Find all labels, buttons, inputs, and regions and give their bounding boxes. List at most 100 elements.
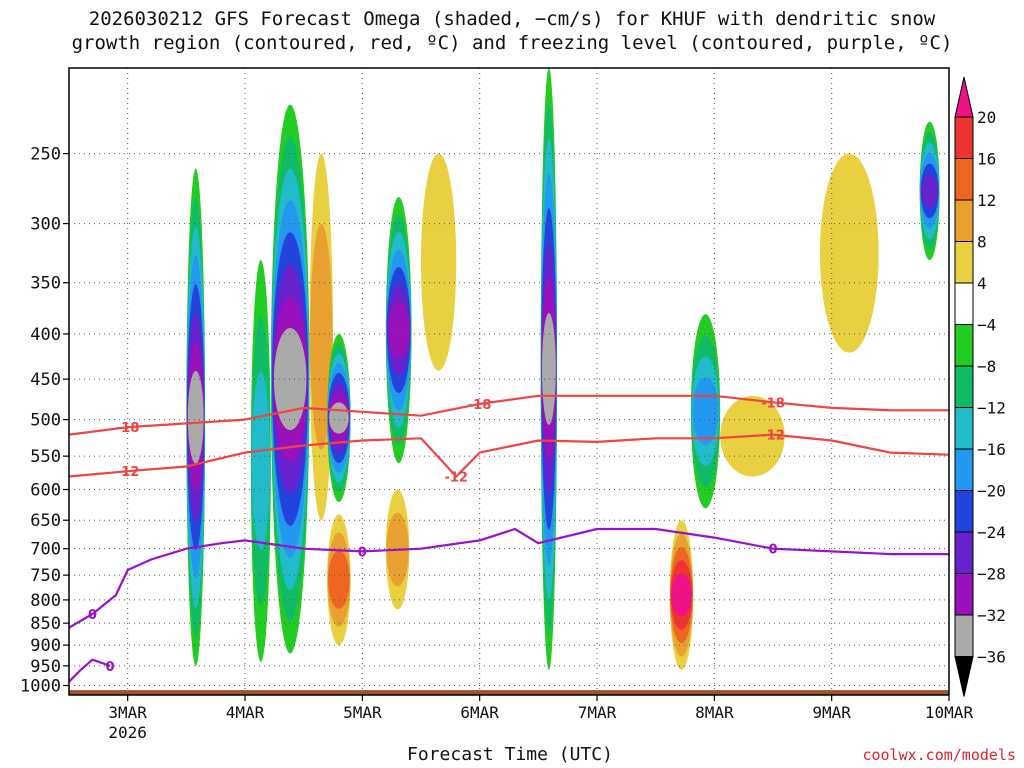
y-tick-label: 600 xyxy=(30,481,61,501)
contour-label: 0 xyxy=(358,545,367,560)
contour-line-0 xyxy=(69,527,949,629)
colorbar-label: −24 xyxy=(977,523,1006,542)
chart-title-line-2: growth region (contoured, red, ºC) and f… xyxy=(71,32,953,54)
y-tick-label: 500 xyxy=(30,411,61,431)
colorbar-label: 16 xyxy=(977,150,996,169)
credit-link[interactable]: coolwx.com/models xyxy=(862,746,1016,764)
y-tick-label: 900 xyxy=(30,636,61,656)
colorbar-label: −28 xyxy=(977,565,1006,584)
y-tick-label: 450 xyxy=(30,370,61,390)
contour-line-minus12 xyxy=(69,433,949,478)
omega-shade-level xyxy=(310,224,333,450)
x-tick-label: 4MAR xyxy=(226,703,265,722)
y-tick-label: 1000 xyxy=(20,677,61,697)
colorbar-label: −12 xyxy=(977,399,1006,418)
y-tick-label: 950 xyxy=(30,657,61,677)
colorbar-label: −4 xyxy=(977,316,996,335)
colorbar-swatch xyxy=(954,614,974,657)
x-tick-label: 10MAR xyxy=(925,703,974,722)
colorbar-label: 12 xyxy=(977,191,996,210)
omega-feature xyxy=(540,68,558,670)
omega-shade-level xyxy=(692,377,719,445)
y-tick-label: 550 xyxy=(30,447,61,467)
omega-shade-level xyxy=(671,573,692,617)
contour-label: -18 xyxy=(468,398,492,413)
colorbar-label: −16 xyxy=(977,440,1006,459)
y-tick-label: 300 xyxy=(30,215,61,235)
y-tick-label: 250 xyxy=(30,145,61,165)
contour-line-0 xyxy=(69,658,111,683)
colorbar-label: −36 xyxy=(977,648,1006,667)
temperature-contours: -18 -18 -18 -12 -12 -12 0 0 0 0 xyxy=(69,394,949,683)
x-tick-label: 7MAR xyxy=(578,703,617,722)
colorbar-swatch xyxy=(954,448,974,491)
y-axis: 2503003504004505005506006507007508008509… xyxy=(20,145,69,697)
x-tick-label: 3MAR xyxy=(108,703,147,722)
colorbar-label: −8 xyxy=(977,357,996,376)
omega-feature xyxy=(421,153,457,371)
colorbar-top-arrow xyxy=(954,76,974,118)
plot-frame xyxy=(68,67,950,696)
colorbar-swatch xyxy=(954,116,974,159)
omega-feature xyxy=(385,197,412,464)
contour-label: -12 xyxy=(761,429,785,444)
colorbar-label: 20 xyxy=(977,108,996,127)
contour-label: -12 xyxy=(116,465,140,480)
omega-feature xyxy=(327,514,351,646)
colorbar-label: 4 xyxy=(977,274,987,293)
omega-shade-level xyxy=(921,174,939,208)
contour-label: 0 xyxy=(106,660,115,675)
omega-shade-level xyxy=(329,402,349,434)
colorbar-swatch xyxy=(954,282,974,325)
contour-label: 0 xyxy=(768,543,777,558)
y-tick-label: 650 xyxy=(30,511,61,531)
ground-fill xyxy=(69,690,949,695)
omega-feature xyxy=(270,104,310,654)
omega-feature xyxy=(186,168,206,666)
colorbar-swatch xyxy=(954,199,974,242)
colorbar-swatch xyxy=(954,324,974,367)
omega-shade-level xyxy=(819,153,879,353)
contour-label: 0 xyxy=(88,608,97,623)
x-tick-label: 8MAR xyxy=(695,703,734,722)
omega-shade-level xyxy=(421,153,457,371)
colorbar-label: −32 xyxy=(977,606,1006,625)
colorbar-swatch xyxy=(954,241,974,284)
colorbar-swatch xyxy=(954,365,974,408)
y-tick-label: 400 xyxy=(30,325,61,345)
x-axis-label: Forecast Time (UTC) xyxy=(407,744,613,765)
omega-shade-level xyxy=(387,302,410,359)
colorbar-swatch xyxy=(954,158,974,201)
x-tick-label: 9MAR xyxy=(812,703,851,722)
omega-feature xyxy=(690,314,721,509)
y-tick-label: 850 xyxy=(30,614,61,634)
colorbar-swatch xyxy=(954,531,974,574)
y-tick-label: 800 xyxy=(30,591,61,611)
omega-feature xyxy=(919,121,940,261)
colorbar: 20 16 12 8 4 −4 −8 −12 −16 −20 −24 −28 −32 −36 xyxy=(954,76,1006,697)
colorbar-bottom-arrow xyxy=(954,656,974,697)
x-tick-label: 6MAR xyxy=(460,703,499,722)
omega-feature xyxy=(669,520,694,670)
omega-feature xyxy=(309,153,333,521)
colorbar-label: −20 xyxy=(977,482,1006,501)
omega-feature xyxy=(327,333,351,503)
chart-title-line-1: 2026030212 GFS Forecast Omega (shaded, −… xyxy=(88,8,936,30)
omega-shade-level xyxy=(187,371,204,464)
omega-shade-level xyxy=(328,550,350,609)
contour-label: -18 xyxy=(761,396,785,411)
ground-surface xyxy=(69,690,949,695)
omega-shading xyxy=(186,68,940,670)
omega-shade-level xyxy=(273,327,307,431)
x-tick-label: 5MAR xyxy=(343,703,382,722)
y-tick-label: 700 xyxy=(30,540,61,560)
grid-lines xyxy=(69,68,950,695)
contour-label: -18 xyxy=(116,421,140,436)
colorbar-swatch xyxy=(954,490,974,533)
colorbar-swatch xyxy=(954,407,974,450)
y-tick-label: 750 xyxy=(30,566,61,586)
omega-feature xyxy=(250,260,271,662)
x-tick-sublabel: 2026 xyxy=(108,723,147,742)
colorbar-swatch xyxy=(954,573,974,616)
